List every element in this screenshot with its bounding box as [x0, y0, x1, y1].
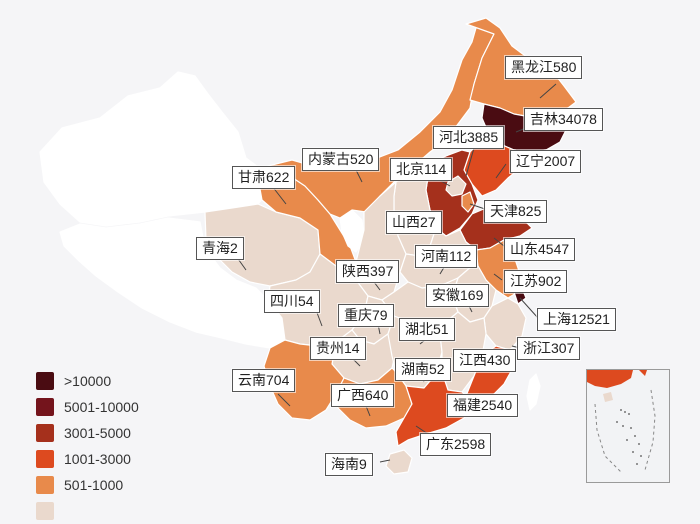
legend-item: 1001-3000: [36, 446, 139, 472]
callout-beijing: 北京114: [390, 158, 453, 181]
callout-henan: 河南112: [415, 245, 478, 268]
callout-shanxi: 山西27: [386, 211, 442, 234]
legend-label: 1001-3000: [64, 451, 131, 467]
callout-chongqing: 重庆79: [338, 304, 394, 327]
inset-hainan: [603, 392, 613, 402]
callout-shaanxi: 陕西397: [336, 260, 400, 283]
callout-jiangxi: 江西430: [453, 349, 517, 372]
inset-coast-taiwan-side: [639, 370, 647, 376]
legend-item: >10000: [36, 368, 139, 394]
callout-gansu: 甘肃622: [232, 166, 296, 189]
legend-swatch: [36, 502, 54, 520]
legend-item: 3001-5000: [36, 420, 139, 446]
callout-yunnan: 云南704: [232, 369, 296, 392]
region-xinjiang[interactable]: [39, 71, 271, 227]
callout-sichuan: 四川54: [264, 290, 320, 313]
legend-swatch: [36, 476, 54, 494]
legend-label: 3001-5000: [64, 425, 131, 441]
callout-shanghai: 上海12521: [537, 308, 616, 331]
south-china-sea-inset: [586, 369, 670, 483]
legend-item: [36, 498, 139, 524]
inset-islands: [616, 409, 642, 465]
callout-guangxi: 广西640: [331, 384, 395, 407]
region-tianjin[interactable]: [461, 191, 475, 213]
callout-anhui: 安徽169: [426, 284, 490, 307]
callout-shandong: 山东4547: [504, 238, 576, 261]
legend-swatch: [36, 424, 54, 442]
callout-jilin: 吉林34078: [524, 108, 603, 131]
legend: >10000 5001-10000 3001-5000 1001-3000 50…: [36, 368, 139, 524]
callout-hainan: 海南9: [325, 453, 373, 476]
callout-hunan: 湖南52: [395, 358, 451, 381]
callout-liaoning: 辽宁2007: [510, 150, 582, 173]
legend-swatch: [36, 450, 54, 468]
region-taiwan[interactable]: [526, 373, 541, 411]
region-beijing[interactable]: [445, 175, 467, 197]
inset-boundary: [594, 389, 656, 473]
callout-neimenggu: 内蒙古520: [302, 148, 380, 171]
legend-swatch: [36, 398, 54, 416]
callout-heilongjiang: 黑龙江580: [505, 56, 583, 79]
callout-guangdong: 广东2598: [420, 433, 492, 456]
legend-label: 501-1000: [64, 477, 124, 493]
region-hainan[interactable]: [385, 449, 413, 475]
callout-guizhou: 贵州14: [310, 337, 366, 360]
inset-map: [587, 370, 656, 473]
inset-coast-guangdong: [587, 370, 633, 388]
callout-qinghai: 青海2: [196, 237, 244, 260]
legend-swatch: [36, 372, 54, 390]
callout-hebei: 河北3885: [433, 126, 505, 149]
callout-zhejiang: 浙江307: [517, 337, 581, 360]
legend-item: 501-1000: [36, 472, 139, 498]
legend-label: 5001-10000: [64, 399, 139, 415]
callout-hubei: 湖北51: [399, 318, 455, 341]
callout-fujian: 福建2540: [447, 394, 519, 417]
callout-tianjin: 天津825: [484, 200, 548, 223]
legend-item: 5001-10000: [36, 394, 139, 420]
legend-label: >10000: [64, 373, 112, 389]
callout-jiangsu: 江苏902: [504, 270, 568, 293]
